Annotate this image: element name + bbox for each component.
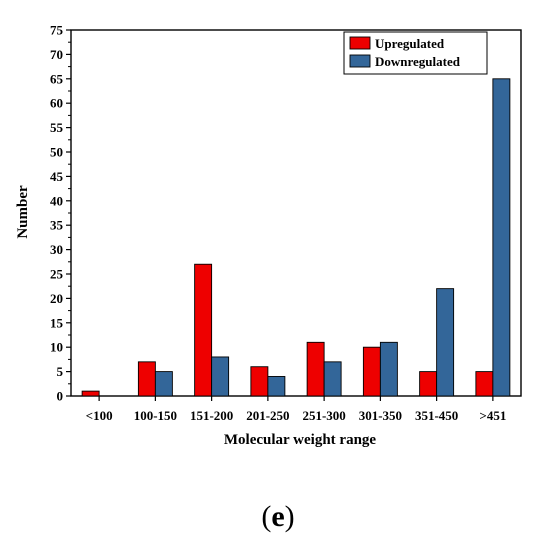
y-tick-label: 65 <box>50 71 64 86</box>
x-axis-title: Molecular weight range <box>224 432 377 448</box>
legend-label-upregulated: Upregulated <box>375 36 445 51</box>
bar-upregulated-7 <box>475 371 494 397</box>
y-axis-title: Number <box>15 185 31 239</box>
y-tick-label: 25 <box>50 267 64 282</box>
bar-upregulated-5 <box>362 346 381 397</box>
y-tick-label: 10 <box>50 340 63 355</box>
legend-label-downregulated: Downregulated <box>375 54 461 69</box>
x-tick-label: >451 <box>479 408 506 423</box>
caption-letter: e <box>271 500 284 533</box>
bar-downregulated-1 <box>154 371 173 397</box>
y-tick-label: 55 <box>50 120 64 135</box>
bar-upregulated-2 <box>194 263 213 397</box>
bar-downregulated-3 <box>267 376 286 397</box>
caption-open-paren: ( <box>261 500 271 533</box>
y-tick-label: 40 <box>50 193 63 208</box>
y-tick-label: 15 <box>50 315 64 330</box>
figure-caption: (e) <box>261 500 294 533</box>
bar-downregulated-5 <box>379 341 398 397</box>
y-tick-label: 70 <box>50 47 63 62</box>
y-tick-label: 60 <box>50 96 63 111</box>
y-tick-label: 75 <box>50 23 64 38</box>
bar-upregulated-4 <box>306 341 325 397</box>
legend-swatch-upregulated <box>349 36 371 50</box>
bar-downregulated-6 <box>436 288 455 397</box>
x-tick-label: 301-350 <box>359 408 402 423</box>
caption-close-paren: ) <box>285 500 295 533</box>
bar-upregulated-3 <box>250 366 269 397</box>
x-tick-label: 151-200 <box>190 408 233 423</box>
x-tick-label: 100-150 <box>134 408 177 423</box>
y-tick-label: 45 <box>50 169 64 184</box>
y-tick-label: 35 <box>50 218 64 233</box>
x-tick-label: 251-300 <box>302 408 345 423</box>
x-tick-label: 351-450 <box>415 408 458 423</box>
bar-downregulated-4 <box>323 361 342 397</box>
y-tick-label: 0 <box>57 389 64 404</box>
x-tick-label: 201-250 <box>246 408 289 423</box>
legend: Upregulated Downregulated <box>343 31 488 75</box>
bar-upregulated-0 <box>81 390 100 397</box>
y-tick-label: 30 <box>50 242 63 257</box>
y-tick-label: 50 <box>50 145 63 160</box>
y-tick-label: 20 <box>50 291 63 306</box>
bar-upregulated-1 <box>137 361 156 397</box>
legend-swatch-downregulated <box>349 54 371 68</box>
bar-downregulated-2 <box>211 356 230 397</box>
bar-downregulated-7 <box>492 78 511 397</box>
x-tick-label: <100 <box>86 408 113 423</box>
bar-upregulated-6 <box>419 371 438 397</box>
y-tick-label: 5 <box>57 364 64 379</box>
plot-area: 0 5 10 15 20 25 30 35 40 45 50 55 60 65 70 75 <100 100-15… <box>50 23 522 423</box>
